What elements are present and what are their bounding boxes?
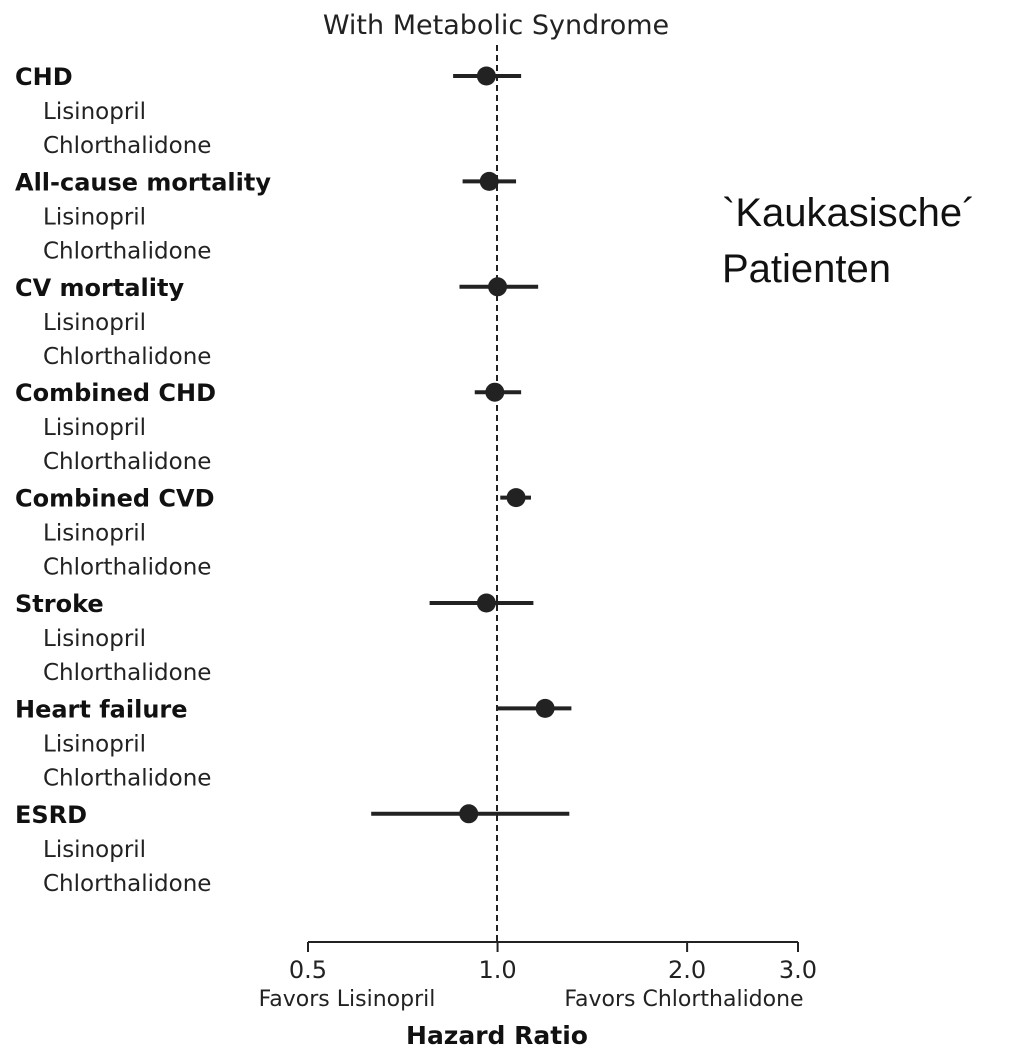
- x-axis: 0.5 1.0 2.0 3.0: [289, 941, 817, 984]
- hr-point: [535, 698, 555, 718]
- arm-label: Chlorthalidone: [43, 449, 211, 475]
- outcome-group: Combined CVD Lisinopril Chlorthalidone: [15, 485, 531, 581]
- hr-point: [479, 171, 499, 191]
- arm-label: Chlorthalidone: [43, 555, 211, 581]
- favors-right-label: Favors Chlorthalidone: [564, 987, 803, 1012]
- annotation-line-1: `Kaukasische´: [722, 191, 975, 235]
- arm-label: Lisinopril: [43, 731, 146, 757]
- outcome-label: All-cause mortality: [15, 168, 271, 196]
- outcome-label: Combined CHD: [15, 379, 216, 407]
- outcome-group: ESRD Lisinopril Chlorthalidone: [15, 801, 570, 897]
- hr-point: [459, 804, 479, 824]
- arm-label: Chlorthalidone: [43, 871, 211, 897]
- arm-label: Lisinopril: [43, 626, 146, 652]
- outcome-label: Heart failure: [15, 695, 188, 723]
- arm-label: Chlorthalidone: [43, 133, 211, 159]
- annotation-line-2: Patienten: [722, 247, 891, 291]
- x-axis-label: Hazard Ratio: [406, 1021, 588, 1050]
- arm-label: Lisinopril: [43, 204, 146, 230]
- hr-point: [476, 66, 496, 86]
- outcome-label: CHD: [15, 63, 73, 91]
- outcome-group: CHD Lisinopril Chlorthalidone: [15, 63, 522, 159]
- arm-label: Chlorthalidone: [43, 660, 211, 686]
- hr-point: [506, 488, 526, 508]
- outcome-group: All-cause mortality Lisinopril Chlorthalid…: [15, 168, 517, 264]
- arm-label: Lisinopril: [43, 99, 146, 125]
- outcome-group: Stroke Lisinopril Chlorthalidone: [15, 590, 534, 686]
- arm-label: Chlorthalidone: [43, 344, 211, 370]
- arm-label: Lisinopril: [43, 310, 146, 336]
- arm-label: Lisinopril: [43, 415, 146, 441]
- outcome-group: Combined CHD Lisinopril Chlorthalidone: [15, 379, 522, 475]
- arm-label: Lisinopril: [43, 837, 146, 863]
- x-tick-label: 1.0: [478, 956, 516, 984]
- outcome-group: Heart failure Lisinopril Chlorthalidone: [15, 695, 572, 791]
- hr-point: [476, 593, 496, 613]
- hr-point: [485, 382, 505, 402]
- arm-label: Chlorthalidone: [43, 765, 211, 791]
- x-tick-label: 0.5: [289, 956, 327, 984]
- arm-label: Lisinopril: [43, 521, 146, 547]
- x-tick-label: 3.0: [779, 956, 817, 984]
- outcome-label: Combined CVD: [15, 485, 215, 513]
- outcome-label: Stroke: [15, 590, 104, 618]
- chart-title: With Metabolic Syndrome: [323, 10, 669, 41]
- favors-left-label: Favors Lisinopril: [259, 987, 436, 1012]
- outcome-group: CV mortality Lisinopril Chlorthalidone: [15, 274, 539, 370]
- outcome-label: ESRD: [15, 801, 87, 829]
- outcome-label: CV mortality: [15, 274, 184, 302]
- x-tick-label: 2.0: [668, 956, 706, 984]
- arm-label: Chlorthalidone: [43, 238, 211, 264]
